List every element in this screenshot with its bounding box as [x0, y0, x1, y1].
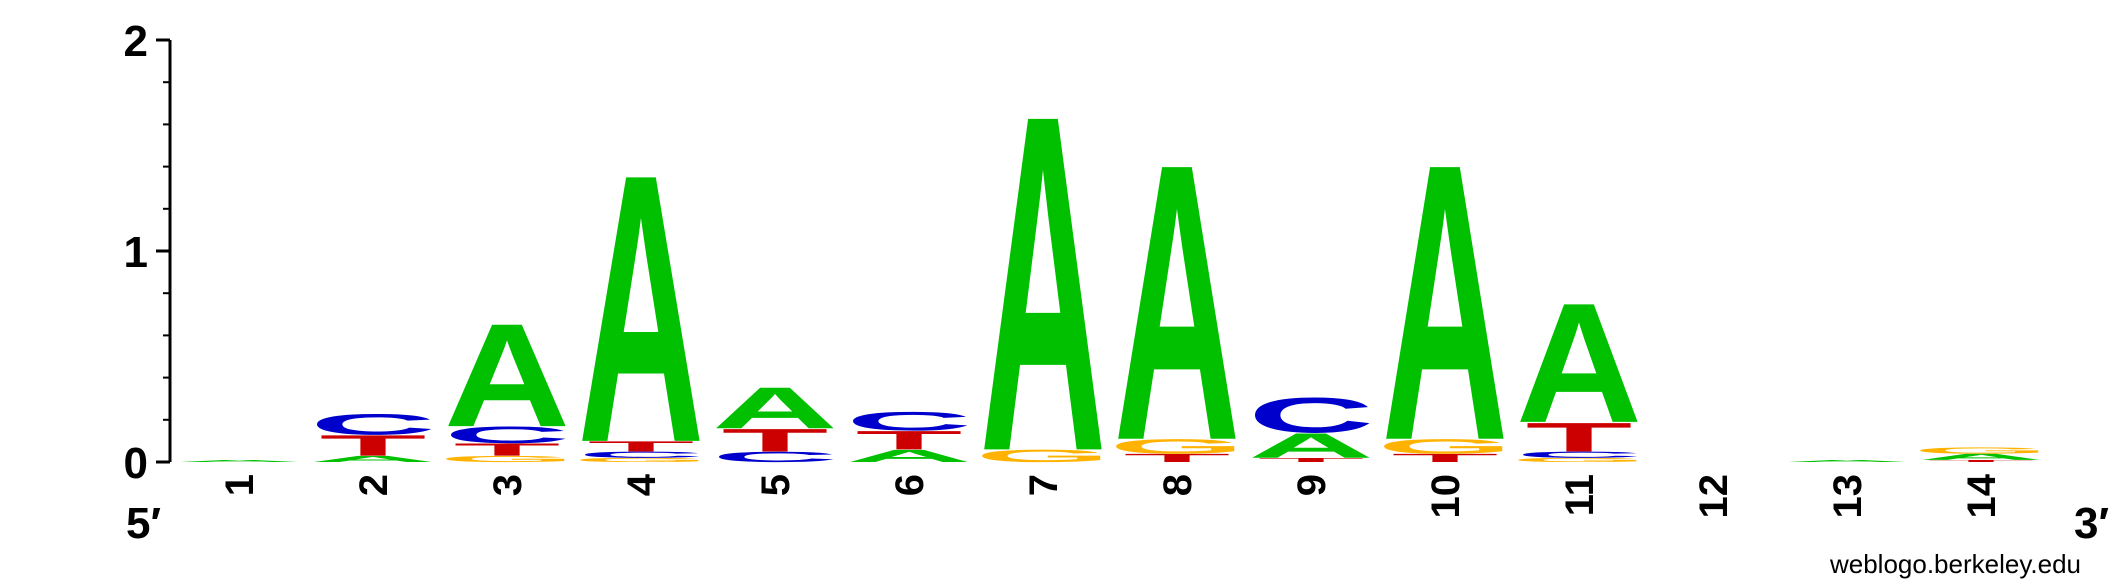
letter-A: A	[310, 454, 436, 464]
weblogo-credit: weblogo.berkeley.edu	[1829, 549, 2081, 579]
position-label-14: 14	[1960, 473, 2004, 518]
position-label-7: 7	[1022, 474, 1066, 496]
logo-column-1: A	[176, 459, 302, 462]
position-label-10: 10	[1424, 474, 1468, 519]
y-tick-label: 1	[124, 228, 148, 277]
letter-A: A	[1382, 82, 1508, 523]
letter-T: T	[588, 438, 695, 454]
letter-A: A	[1248, 426, 1374, 465]
position-label-8: 8	[1156, 474, 1200, 496]
letter-G: G	[975, 446, 1111, 466]
position-label-6: 6	[888, 474, 932, 496]
logo-column-7: GA	[975, 15, 1111, 552]
position-label-3: 3	[486, 474, 530, 496]
letter-A: A	[1918, 452, 2044, 462]
logo-column-5: CTA	[712, 375, 838, 465]
logo-column-10: TGA	[1377, 82, 1513, 523]
letter-T: T	[1526, 414, 1633, 460]
y-tick-label: 0	[124, 439, 148, 488]
letter-T: T	[454, 440, 561, 460]
letter-C: C	[1516, 450, 1642, 460]
position-label-2: 2	[352, 474, 396, 496]
letter-T: T	[1124, 451, 1231, 464]
logo-column-13: A	[1784, 459, 1910, 462]
logo-column-14: TAG	[1913, 446, 2049, 463]
position-label-1: 1	[218, 474, 262, 496]
letter-A: A	[578, 95, 704, 523]
letter-G: G	[439, 454, 575, 464]
letter-G: G	[1377, 435, 1513, 458]
letter-C: C	[1248, 387, 1374, 443]
letter-C: C	[444, 422, 570, 448]
letter-G: G	[1913, 446, 2049, 456]
letter-G: G	[1109, 435, 1245, 458]
letter-T: T	[722, 422, 829, 458]
position-label-9: 9	[1290, 474, 1334, 496]
y-axis: 0 1 2	[124, 17, 172, 488]
logo-column-6: ATC	[846, 406, 972, 465]
position-label-12: 12	[1692, 474, 1736, 519]
five-prime-label: 5′	[126, 499, 161, 548]
letter-A: A	[980, 15, 1106, 552]
position-label-4: 4	[620, 473, 664, 496]
letter-C: C	[712, 449, 838, 465]
letter-C: C	[578, 450, 704, 460]
letter-A: A	[712, 375, 838, 441]
letter-T: T	[1258, 457, 1365, 464]
letter-G: G	[573, 457, 709, 464]
position-label-11: 11	[1558, 474, 1602, 516]
position-label-5: 5	[754, 474, 798, 496]
three-prime-label: 3′	[2074, 499, 2109, 548]
position-label-13: 13	[1826, 474, 1870, 519]
logo-column-8: TGA	[1109, 82, 1245, 523]
letter-A: A	[1784, 459, 1910, 462]
letter-A: A	[444, 294, 570, 458]
letter-T: T	[856, 425, 963, 455]
letter-G: G	[1511, 457, 1647, 464]
y-tick-label: 2	[124, 17, 148, 66]
letter-C: C	[846, 406, 972, 436]
letter-A: A	[1516, 267, 1642, 459]
letter-T: T	[1928, 459, 2035, 462]
letter-T: T	[320, 429, 427, 462]
letter-A: A	[846, 446, 972, 466]
letter-A: A	[1114, 82, 1240, 523]
logo-column-9: TAC	[1248, 387, 1374, 465]
logo-column-2: ATC	[310, 408, 436, 464]
letter-A: A	[176, 459, 302, 462]
letter-C: C	[310, 408, 436, 441]
letter-T: T	[1392, 451, 1499, 464]
x-axis-labels: 1 2 3 4 5 6 7 8 9 10 11 12 13 14	[218, 473, 2004, 518]
